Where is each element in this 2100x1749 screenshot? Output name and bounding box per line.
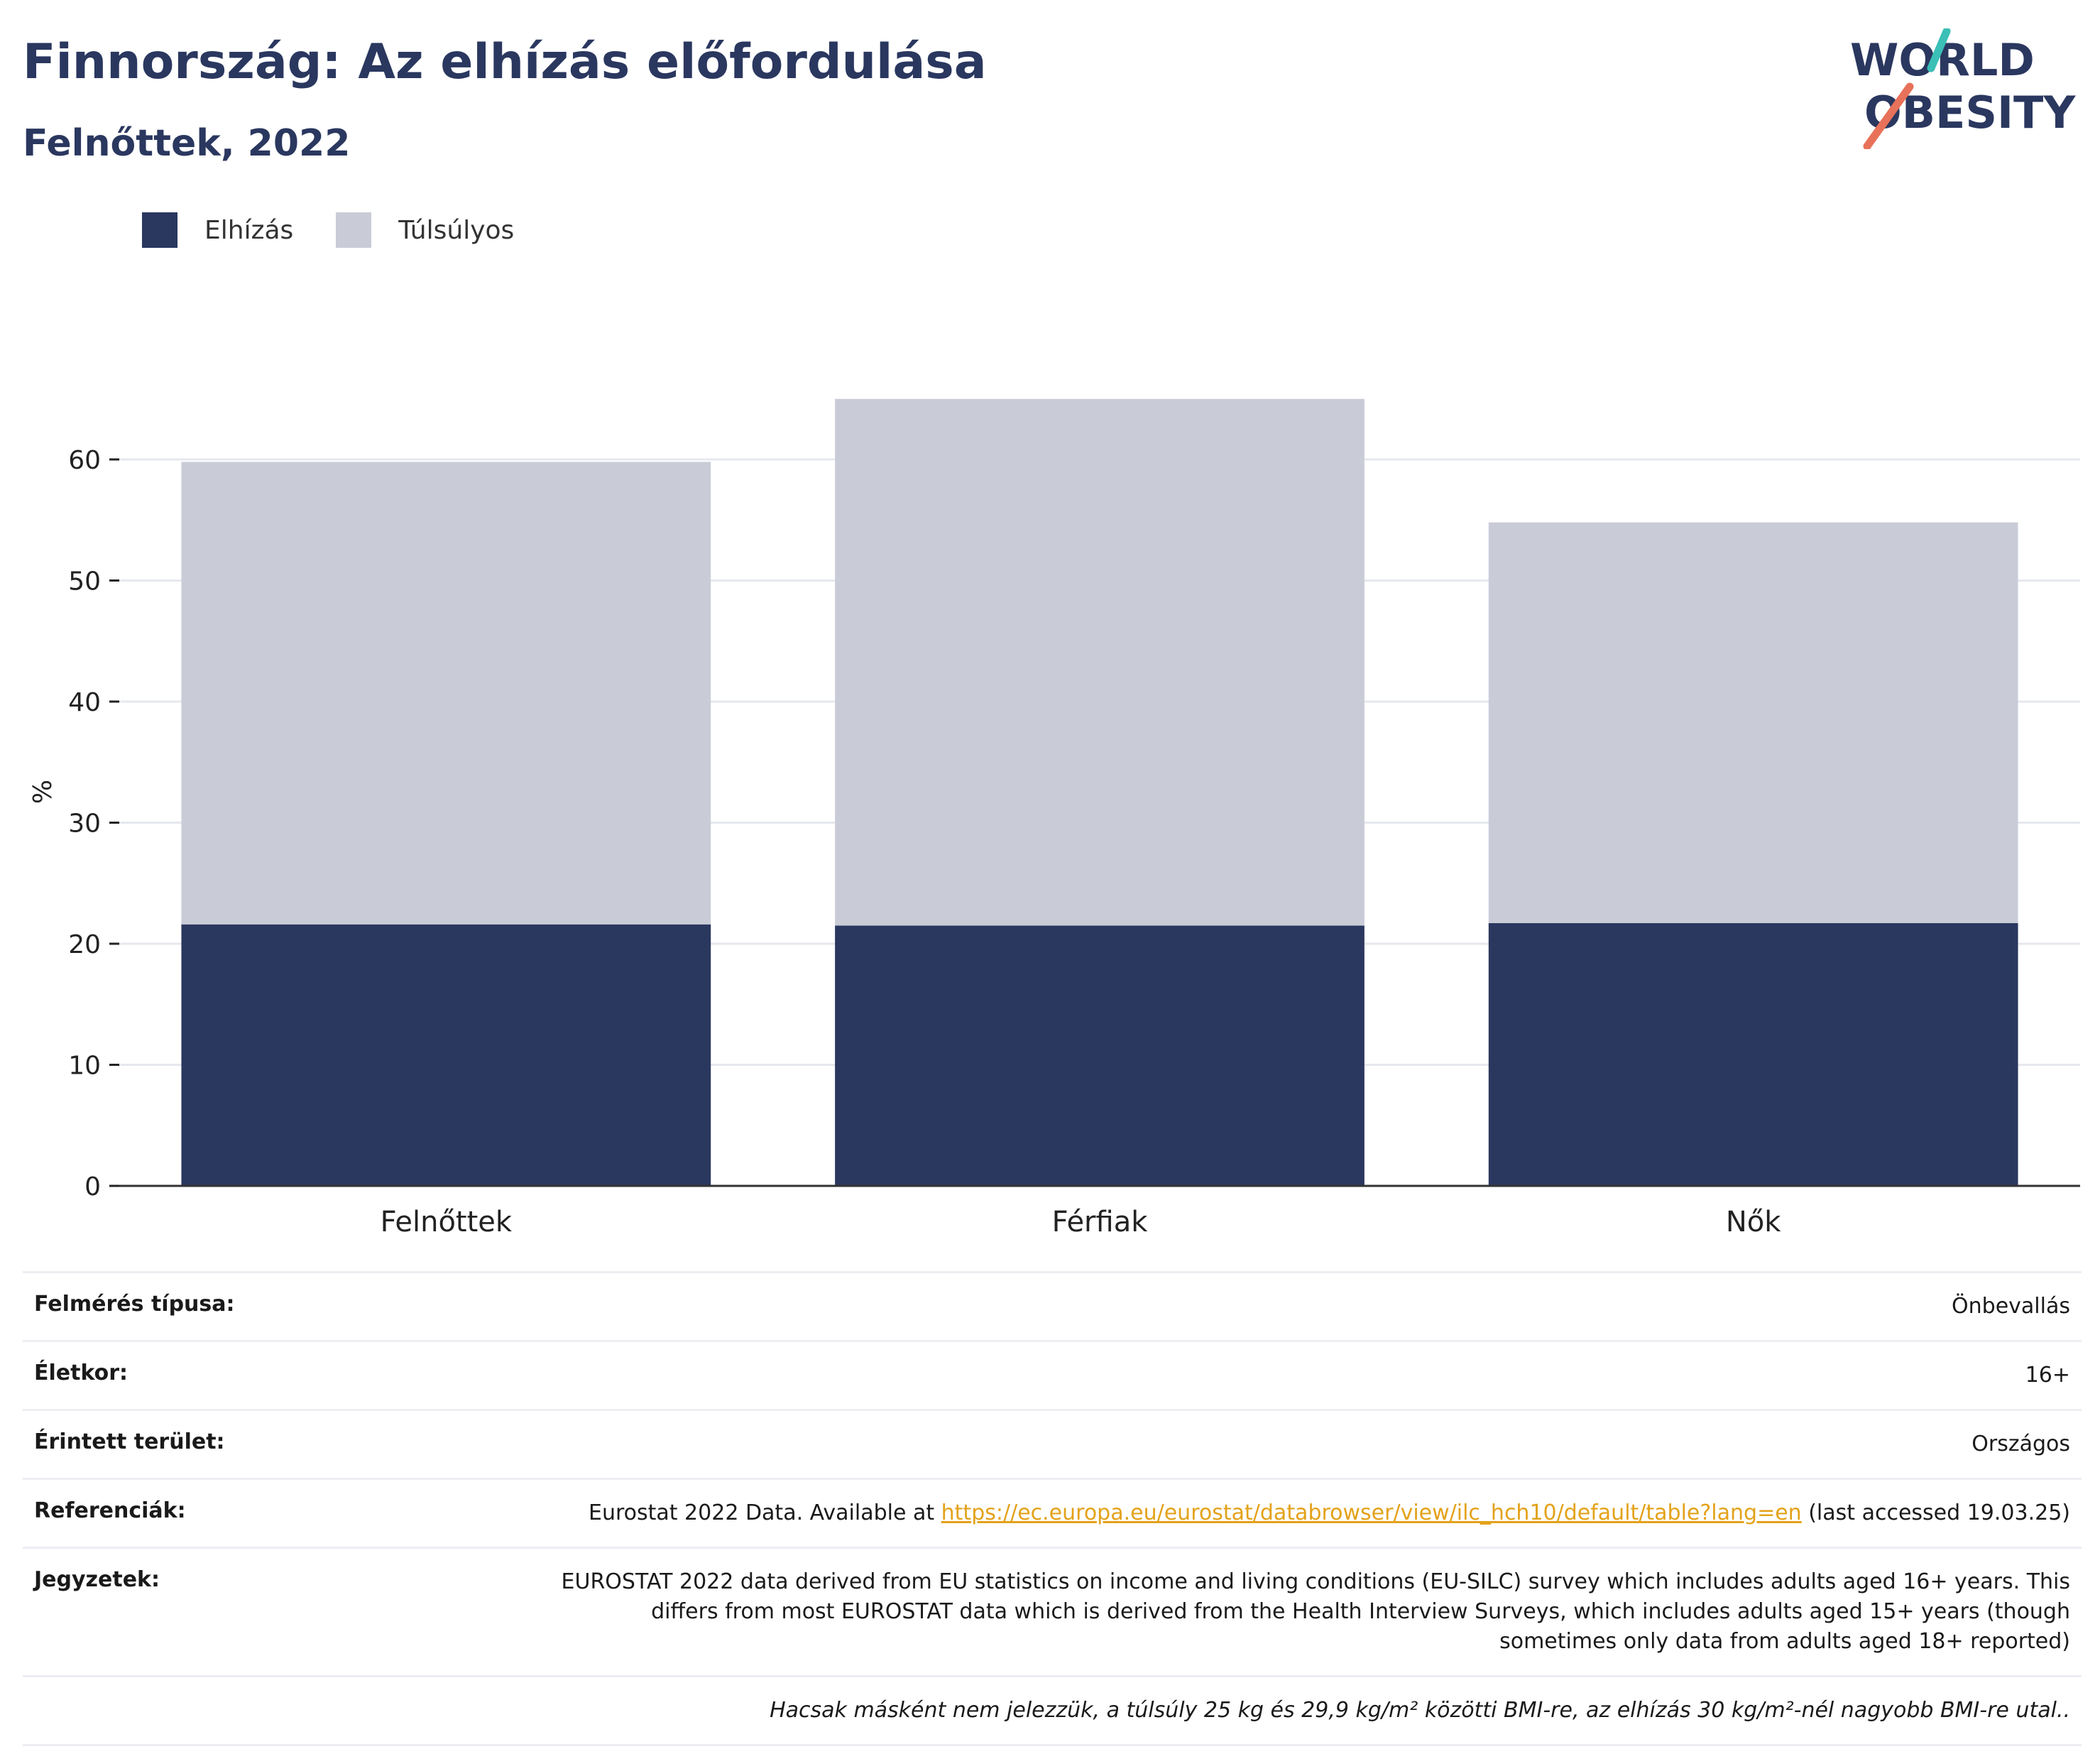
legend-label-obesity: Elhízás — [204, 215, 294, 245]
meta-row-age: Életkor: 16+ — [23, 1340, 2082, 1409]
world-obesity-logo: WORLD OBESITY — [1850, 28, 2076, 149]
survey-type-label: Felmérés típusa: — [34, 1292, 235, 1317]
meta-row-area: Érintett terület: Országos — [23, 1409, 2082, 1478]
bar-chart: 0 10 20 30 40 50 60 Felnőttek Férfiak Nők % — [28, 398, 2080, 1238]
y-tick-label-20: 20 — [68, 930, 101, 959]
legend-item-obesity[interactable]: Elhízás — [142, 212, 293, 248]
y-tick-label-30: 30 — [68, 810, 101, 839]
y-tick-label-10: 10 — [68, 1052, 101, 1081]
references-suffix: (last accessed 19.03.25) — [1801, 1500, 2070, 1525]
legend: Elhízás Túlsúlyos — [142, 210, 557, 250]
y-tick-label-50: 50 — [68, 567, 101, 596]
y-tick-label-40: 40 — [68, 688, 101, 717]
chart-title: Finnország: Az elhízás előfordulása — [23, 34, 987, 90]
area-value: Országos — [1972, 1432, 2070, 1456]
legend-swatch-obesity — [142, 212, 177, 248]
legend-swatch-overweight — [336, 212, 372, 248]
legend-item-overweight[interactable]: Túlsúlyos — [336, 212, 514, 248]
metadata-table: Felmérés típusa: Önbevallás Életkor: 16+… — [23, 1271, 2082, 1746]
y-axis-label: % — [28, 780, 58, 804]
bar-obesity-1[interactable] — [835, 925, 1365, 1186]
references-value: Eurostat 2022 Data. Available at https:/… — [589, 1498, 2070, 1528]
notes-value: EUROSTAT 2022 data derived from EU stati… — [561, 1569, 2070, 1654]
area-label: Érintett terület: — [34, 1429, 225, 1454]
meta-row-survey: Felmérés típusa: Önbevallás — [23, 1271, 2082, 1340]
survey-type-value: Önbevallás — [1952, 1294, 2070, 1319]
references-prefix: Eurostat 2022 Data. Available at — [588, 1500, 941, 1525]
bar-overweight-0[interactable] — [181, 462, 711, 925]
bar-obesity-0[interactable] — [181, 924, 711, 1186]
y-tick-label-0: 0 — [84, 1172, 101, 1202]
references-label: Referenciák: — [34, 1498, 186, 1523]
logo-slash-bottom — [1863, 82, 1914, 149]
meta-row-references: Referenciák: Eurostat 2022 Data. Availab… — [23, 1478, 2082, 1547]
y-axis: 0 10 20 30 40 50 60 — [68, 446, 119, 1202]
x-tick-label-2: Nők — [1726, 1206, 1781, 1238]
references-link[interactable]: https://ec.europa.eu/eurostat/databrowse… — [941, 1500, 1802, 1525]
bar-overweight-1[interactable] — [835, 398, 1365, 926]
legend-label-overweight: Túlsúlyos — [398, 215, 515, 245]
bar-overweight-2[interactable] — [1488, 522, 2018, 924]
chart-subtitle: Felnőttek, 2022 — [23, 122, 351, 165]
footnote-text: Hacsak másként nem jelezzük, a túlsúly 2… — [770, 1698, 2070, 1723]
bars — [181, 398, 2018, 1186]
y-tick-label-60: 60 — [68, 446, 101, 475]
x-tick-label-0: Felnőttek — [381, 1206, 513, 1238]
age-label: Életkor: — [34, 1361, 128, 1385]
meta-row-notes: Jegyzetek: EUROSTAT 2022 data derived fr… — [23, 1547, 2082, 1675]
logo-slash-top — [1927, 28, 1951, 72]
notes-label: Jegyzetek: — [34, 1567, 160, 1592]
age-value: 16+ — [2025, 1363, 2070, 1388]
x-axis: Felnőttek Férfiak Nők — [119, 1184, 2080, 1238]
x-tick-label-1: Férfiak — [1052, 1206, 1149, 1238]
meta-footnote: Hacsak másként nem jelezzük, a túlsúly 2… — [23, 1675, 2082, 1746]
bar-obesity-2[interactable] — [1488, 923, 2018, 1186]
